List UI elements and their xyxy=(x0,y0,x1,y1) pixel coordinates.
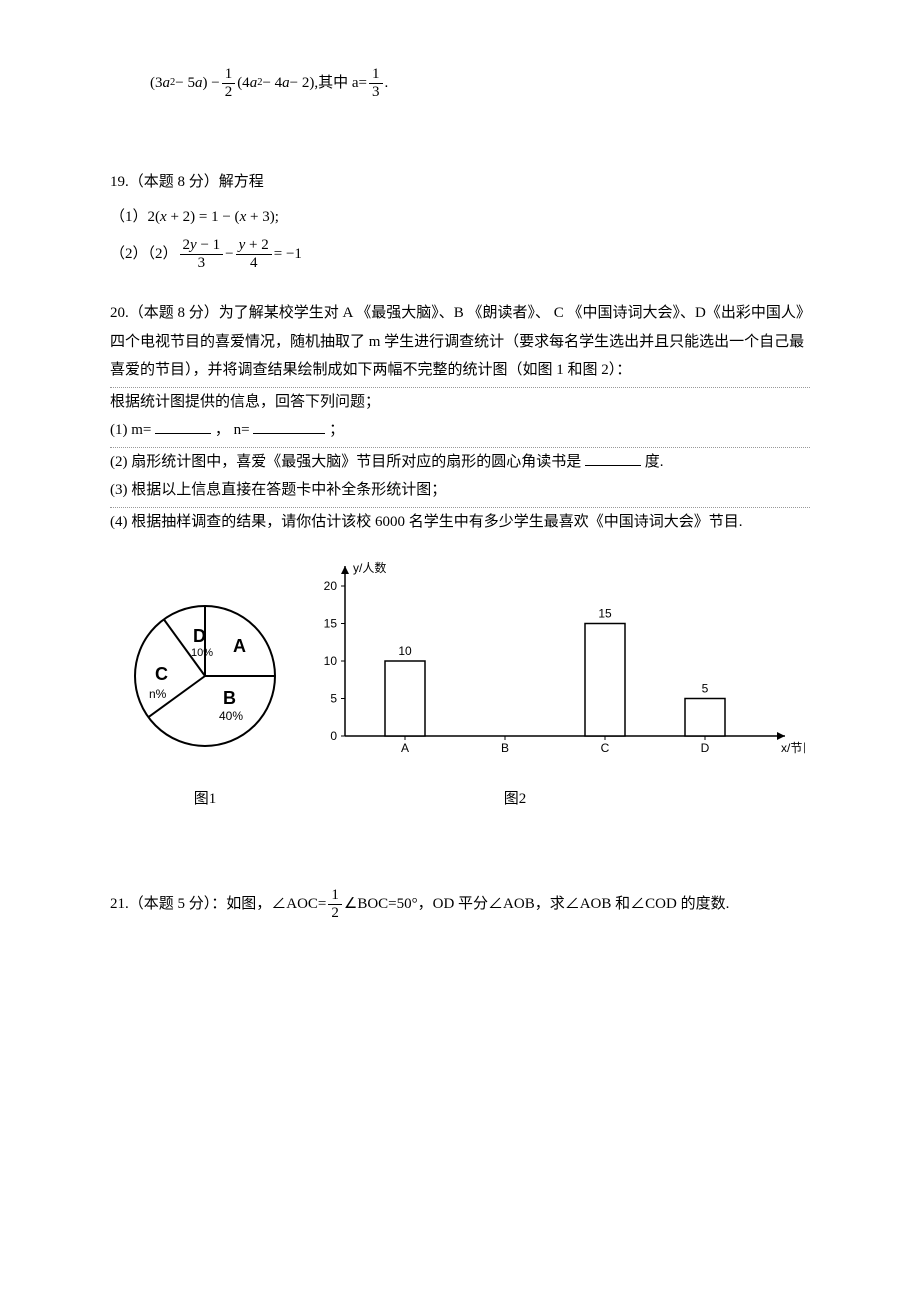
frac-num: 1 xyxy=(369,66,383,84)
q18-t1: (3 xyxy=(150,69,163,98)
q19-title: 19.（本题 8 分）解方程 xyxy=(110,168,810,197)
q18-t5: − 4 xyxy=(262,69,282,98)
q21: 21.（本题 5 分）：如图，∠AOC= 1 2 ∠BOC=50°，OD 平分∠… xyxy=(110,887,810,921)
q20-p4: (4) 根据抽样调查的结果，请你估计该校 6000 名学生中有多少学生最喜欢《中… xyxy=(110,508,810,537)
q18: (3 a 2 − 5 a ) − 1 2 (4 a 2 − 4 a − 2), … xyxy=(110,66,810,100)
q20-p1b: ， n= xyxy=(215,422,250,438)
svg-text:D: D xyxy=(193,626,206,646)
q19-p1-label: （1） xyxy=(110,203,148,232)
q21-post: ∠BOC=50°，OD 平分∠AOB，求∠AOB 和∠COD 的度数. xyxy=(344,890,729,919)
q18-a3: a xyxy=(250,69,258,98)
svg-text:10: 10 xyxy=(324,654,338,668)
svg-text:B: B xyxy=(501,741,509,755)
q19-p2: （2）（2） 2y − 1 3 − y + 2 4 = −1 xyxy=(110,237,810,271)
q18-frac2: 1 3 xyxy=(369,66,383,100)
frac-num: 2y − 1 xyxy=(180,237,224,255)
blank-n[interactable] xyxy=(253,419,325,434)
q19-p2-label: （2）（2） xyxy=(110,240,178,269)
svg-text:5: 5 xyxy=(330,692,337,706)
figures-row: AB40%Cn%D10% 图1 05101520y/人数x/节目10AB15C5… xyxy=(110,556,810,813)
pie-chart: A B40% Cn% D10% xyxy=(115,586,295,766)
svg-text:0: 0 xyxy=(330,729,337,743)
q19-minus: − xyxy=(225,240,233,269)
frac-den: 3 xyxy=(369,84,383,101)
q18-expr: (3 a 2 − 5 a ) − 1 2 (4 a 2 − 4 a − 2), … xyxy=(110,66,810,100)
q20-l2: 根据统计图提供的信息，回答下列问题； xyxy=(110,388,810,417)
q18-tail-cn: 其中 a= xyxy=(318,75,367,91)
svg-text:A: A xyxy=(233,636,246,656)
bar-chart: 0 5 10 15 20 y/人数 x/节目 10 A B 15 C 5 D xyxy=(305,556,805,766)
svg-text:40%: 40% xyxy=(219,709,243,723)
svg-text:20: 20 xyxy=(324,579,338,593)
blank-deg[interactable] xyxy=(585,451,641,466)
q18-t3: ) − xyxy=(202,69,219,98)
frac-den: 2 xyxy=(328,905,342,922)
svg-text:y/人数: y/人数 xyxy=(353,560,386,575)
svg-text:B: B xyxy=(223,688,236,708)
q20-title: 20.（本题 8 分）为了解某校学生对 A 《最强大脑》、B 《朗读者》、 C … xyxy=(110,299,810,388)
bar-caption: 图2 xyxy=(225,785,805,814)
q21-frac: 1 2 xyxy=(328,887,342,921)
frac-num: y + 2 xyxy=(236,237,272,255)
svg-text:C: C xyxy=(155,664,168,684)
svg-text:n%: n% xyxy=(149,687,167,701)
q20-p1: (1) m= ， n= ； xyxy=(110,416,810,448)
svg-text:10%: 10% xyxy=(191,647,213,659)
q19-p1: （1） 2(x + 2) = 1 − (x + 3); xyxy=(110,203,810,232)
q19-f1: 2y − 1 3 xyxy=(180,237,224,271)
frac-den: 2 xyxy=(222,84,236,101)
frac-den: 4 xyxy=(247,255,261,272)
q20-p2b: 度. xyxy=(645,454,664,470)
q18-t2: − 5 xyxy=(175,69,195,98)
svg-text:x/节目: x/节目 xyxy=(781,741,805,755)
svg-text:A: A xyxy=(401,741,409,755)
svg-text:D: D xyxy=(701,741,710,755)
svg-text:10: 10 xyxy=(398,644,412,658)
svg-text:5: 5 xyxy=(702,682,709,696)
svg-text:C: C xyxy=(601,741,610,755)
q20-p2: (2) 扇形统计图中，喜爱《最强大脑》节目所对应的扇形的圆心角读书是 度. xyxy=(110,448,810,477)
q20: 20.（本题 8 分）为了解某校学生对 A 《最强大脑》、B 《朗读者》、 C … xyxy=(110,299,810,813)
blank-m[interactable] xyxy=(155,419,211,434)
q18-frac1: 1 2 xyxy=(222,66,236,100)
q21-pre: 21.（本题 5 分）：如图，∠AOC= xyxy=(110,890,326,919)
q19-tail: = −1 xyxy=(274,240,302,269)
q19-f2: y + 2 4 xyxy=(236,237,272,271)
q19-p1-expr: 2(x + 2) = 1 − (x + 3); xyxy=(148,203,279,232)
q20-p1c: ； xyxy=(329,422,344,438)
q18-t4: (4 xyxy=(237,69,250,98)
q19: 19.（本题 8 分）解方程 （1） 2(x + 2) = 1 − (x + 3… xyxy=(110,168,810,271)
q21-line: 21.（本题 5 分）：如图，∠AOC= 1 2 ∠BOC=50°，OD 平分∠… xyxy=(110,887,810,921)
frac-num: 1 xyxy=(222,66,236,84)
frac-den: 3 xyxy=(195,255,209,272)
frac-num: 1 xyxy=(328,887,342,905)
bar-wrap: 05101520y/人数x/节目10AB15C5D 图2 xyxy=(305,556,805,813)
q20-p1a: (1) m= xyxy=(110,422,151,438)
q18-a4: a xyxy=(282,69,290,98)
svg-text:15: 15 xyxy=(598,607,612,621)
q20-p3: (3) 根据以上信息直接在答题卡中补全条形统计图； xyxy=(110,476,810,508)
pie-wrap: AB40%Cn%D10% 图1 xyxy=(115,586,295,813)
q20-p2a: (2) 扇形统计图中，喜爱《最强大脑》节目所对应的扇形的圆心角读书是 xyxy=(110,454,581,470)
q18-dot: . xyxy=(385,69,389,98)
q18-a2: a xyxy=(195,69,203,98)
svg-text:15: 15 xyxy=(324,617,338,631)
q18-t6: − 2), xyxy=(290,69,318,98)
q18-a1: a xyxy=(163,69,171,98)
